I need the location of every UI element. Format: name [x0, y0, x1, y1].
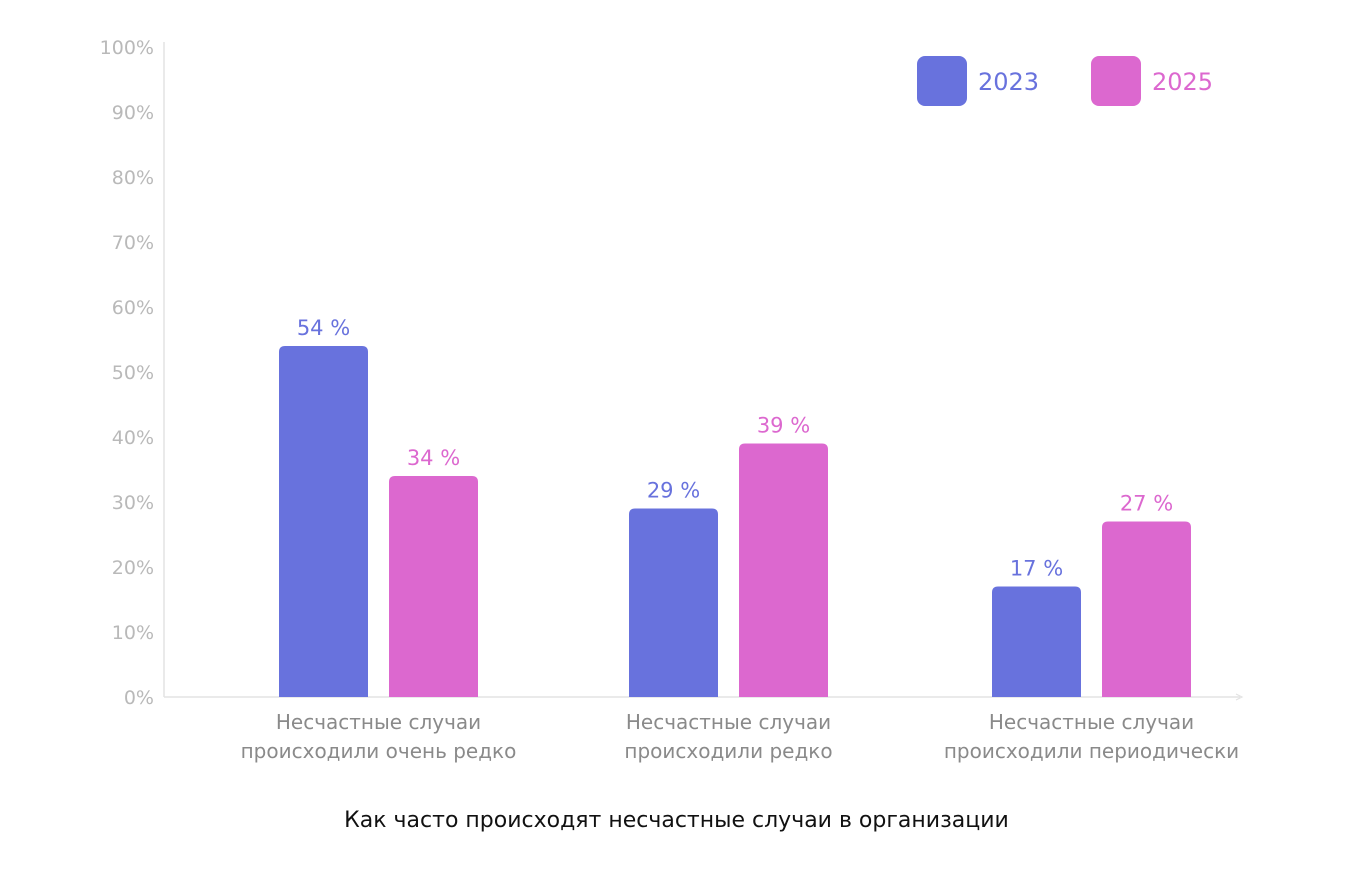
x-category-label: происходили периодически	[944, 739, 1239, 763]
bar-2023	[992, 586, 1081, 697]
y-tick-label: 60%	[112, 297, 154, 319]
y-tick-label: 30%	[112, 492, 154, 514]
data-label: 29 %	[647, 479, 700, 503]
legend-swatch-2023	[917, 56, 967, 106]
bar-2025	[1102, 521, 1191, 697]
chart-title: Как часто происходят несчастные случаи в…	[344, 808, 1009, 833]
y-tick-label: 20%	[112, 557, 154, 579]
bar-chart: 0% 10% 20% 30% 40% 50% 60% 70% 80% 90% 100% 54 % 34 …	[100, 37, 1244, 763]
y-tick-label: 50%	[112, 362, 154, 384]
data-label: 34 %	[407, 446, 460, 470]
x-category-label: Несчастные случаи	[989, 710, 1194, 734]
data-label: 17 %	[1010, 557, 1063, 581]
data-label: 54 %	[297, 316, 350, 340]
bar-2025	[389, 476, 478, 697]
x-category-label: Несчастные случаи	[626, 710, 831, 734]
y-tick-label: 90%	[112, 102, 154, 124]
data-label: 39 %	[757, 414, 810, 438]
legend-swatch-2025	[1091, 56, 1141, 106]
legend-label: 2025	[1152, 68, 1213, 96]
x-category-label: Несчастные случаи	[276, 710, 481, 734]
y-tick-label: 80%	[112, 167, 154, 189]
bar-2023	[629, 508, 718, 697]
x-axis-arrow-icon	[1235, 693, 1244, 701]
y-tick-label: 10%	[112, 622, 154, 644]
y-tick-label: 40%	[112, 427, 154, 449]
x-category-label: происходили редко	[624, 739, 832, 763]
x-category-label: происходили очень редко	[241, 739, 517, 763]
legend-label: 2023	[978, 68, 1039, 96]
data-label: 27 %	[1120, 492, 1173, 516]
y-tick-label: 0%	[124, 687, 154, 709]
bar-2023	[279, 346, 368, 697]
y-tick-label: 70%	[112, 232, 154, 254]
bar-2025	[739, 443, 828, 697]
y-tick-label: 100%	[100, 37, 154, 59]
